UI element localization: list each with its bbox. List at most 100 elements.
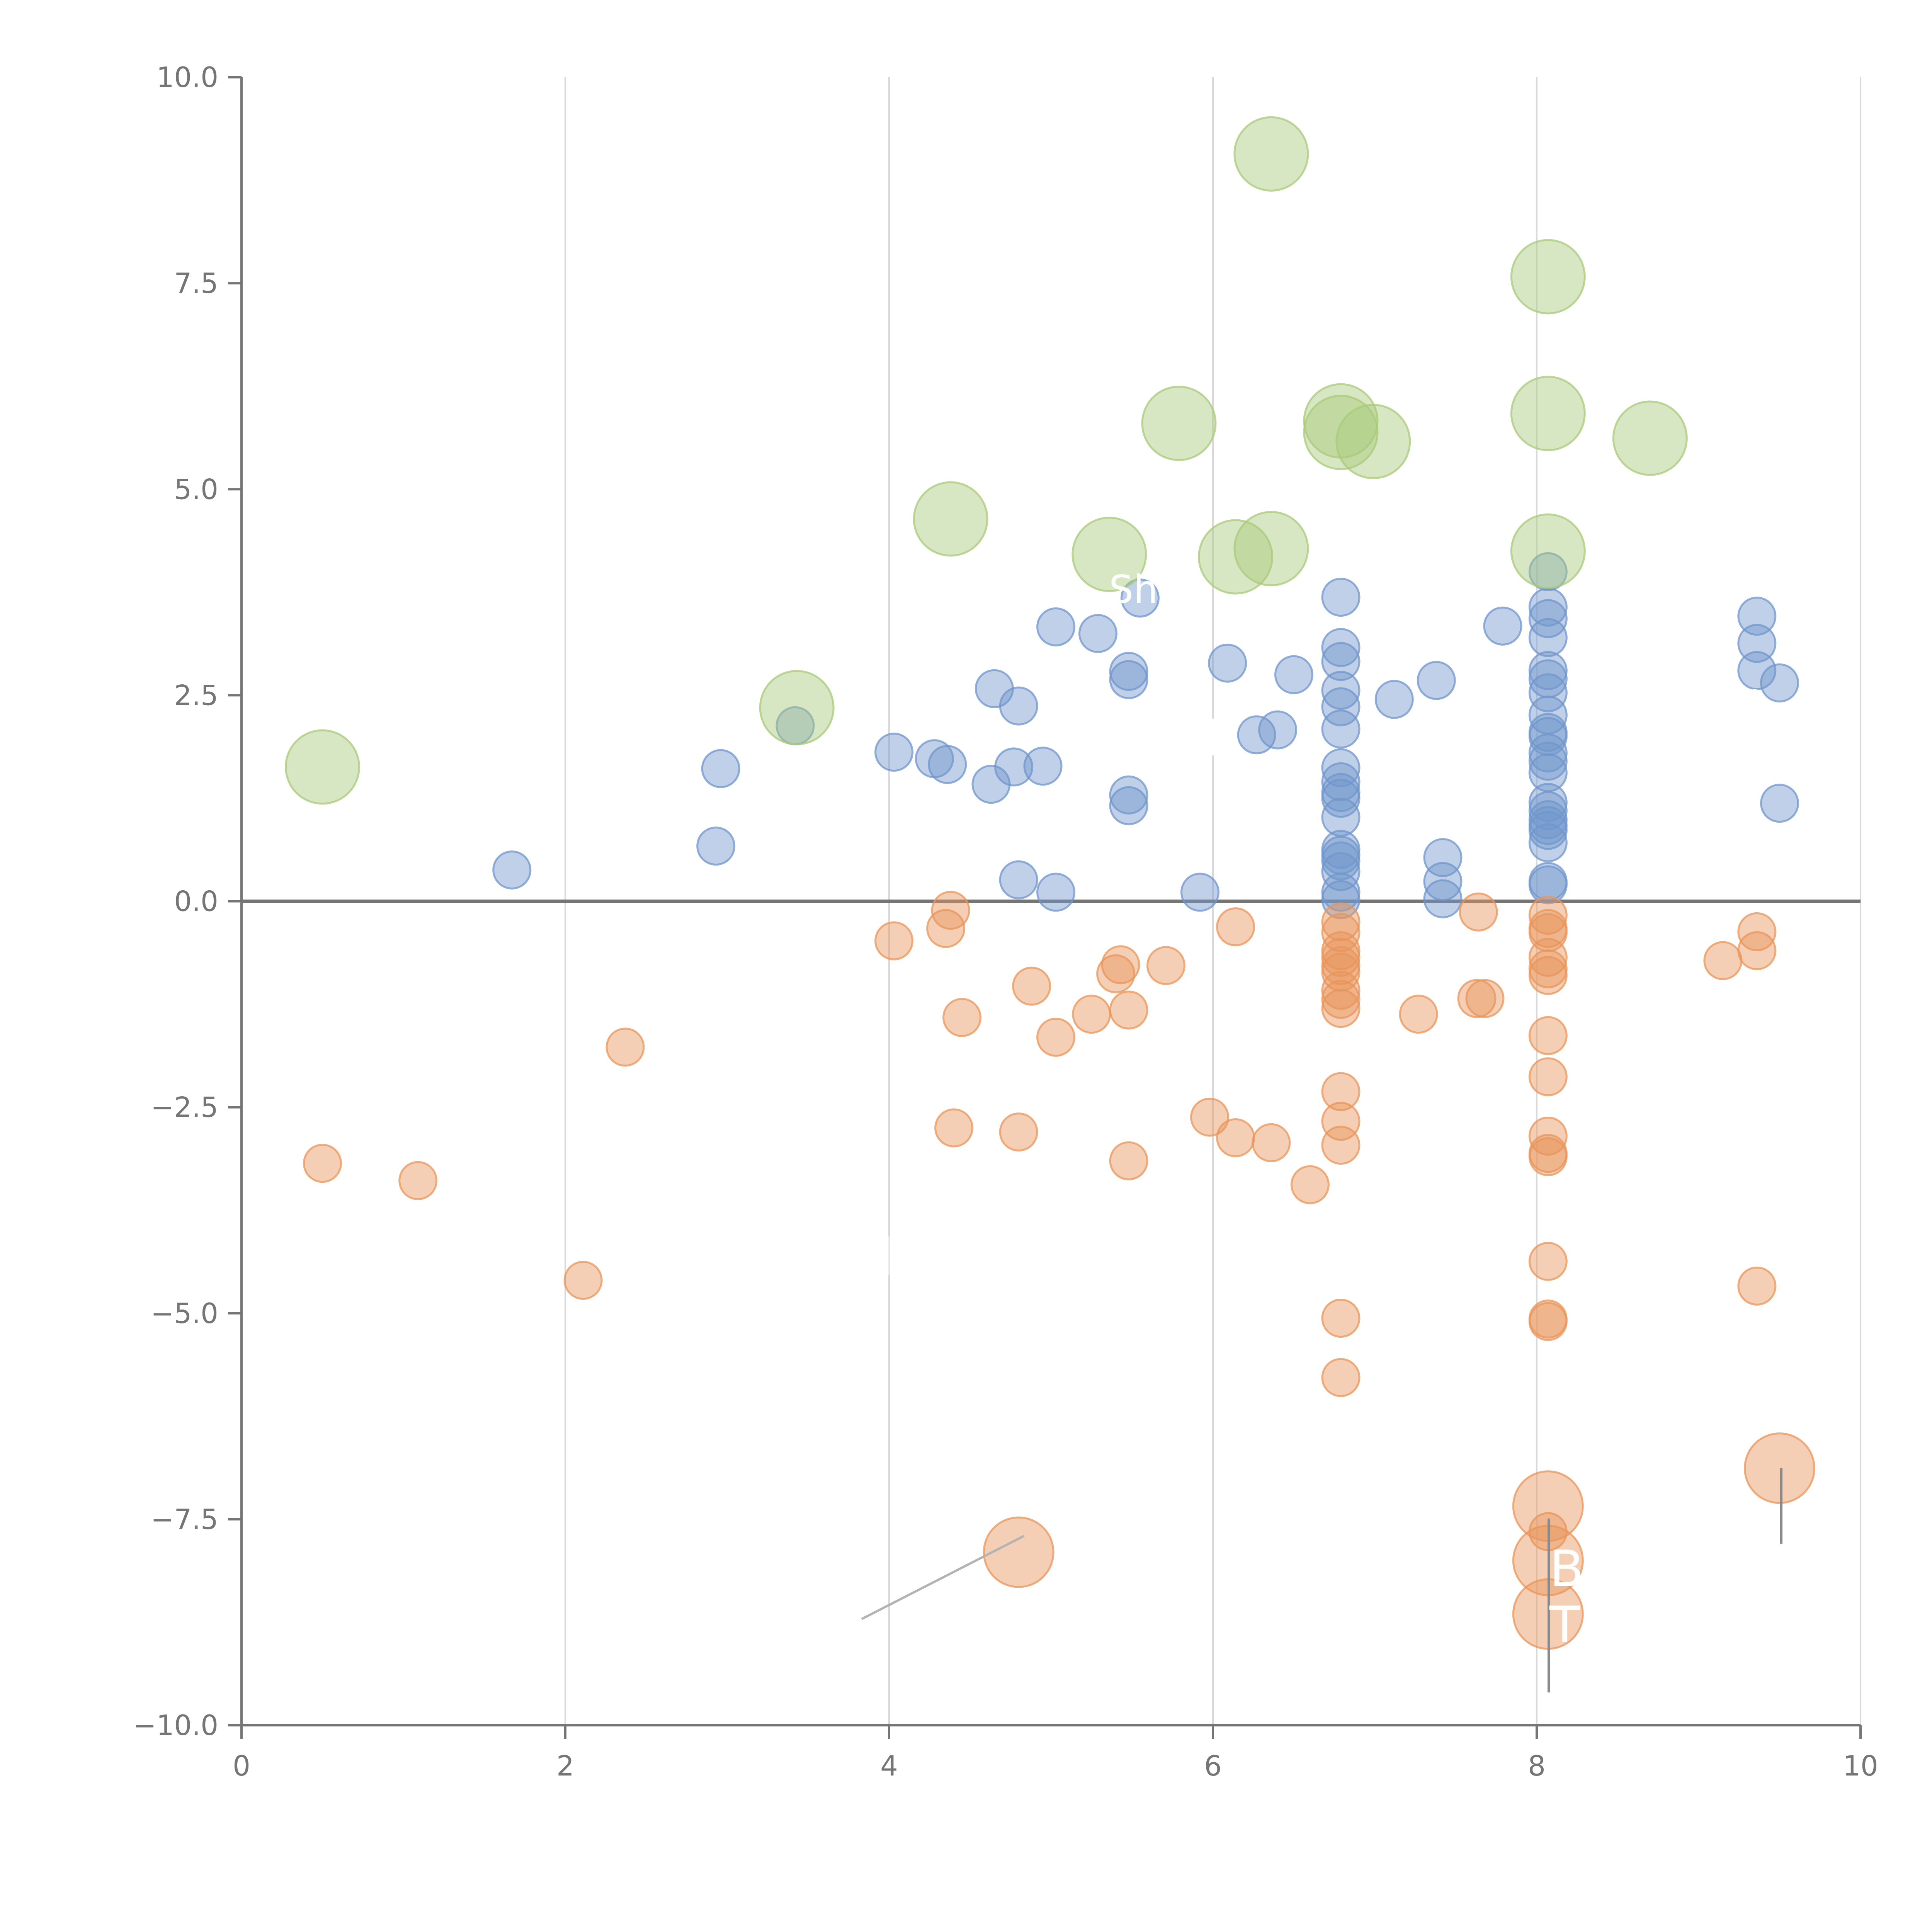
- positive-point: [696, 827, 736, 866]
- x-tick-label: 4: [880, 1750, 898, 1782]
- positive-point: [1109, 652, 1148, 691]
- negative-point: [1528, 1016, 1568, 1055]
- large-positive-point: [1233, 116, 1309, 192]
- positive-point: [1528, 791, 1568, 830]
- negative-point: [1036, 1017, 1076, 1057]
- positive-point: [1274, 655, 1313, 694]
- positive-point: [1737, 624, 1777, 663]
- negative-point: [1399, 995, 1438, 1034]
- large-positive-point: [1335, 404, 1411, 480]
- negative-point: [1459, 892, 1498, 932]
- large-positive-point: [1141, 386, 1217, 461]
- x-tick-label: 2: [556, 1750, 574, 1782]
- negative-point: [1109, 1141, 1148, 1180]
- positive-point: [1374, 680, 1414, 719]
- positive-point: [1078, 614, 1118, 653]
- negative-point: [1465, 979, 1505, 1018]
- positive-point: [1321, 687, 1361, 726]
- y-tick-label: −10.0: [133, 1709, 218, 1742]
- negative-point: [1216, 1118, 1255, 1158]
- positive-point: [928, 745, 967, 784]
- positive-point: [1120, 578, 1160, 618]
- negative-point: [874, 921, 914, 961]
- negative-point: [1528, 1057, 1568, 1097]
- positive-point: [1208, 643, 1247, 683]
- positive-point: [1528, 618, 1568, 657]
- y-tick-label: 10.0: [156, 61, 218, 94]
- positive-point: [1417, 661, 1456, 700]
- large-positive-point: [1303, 395, 1379, 470]
- annotation-label: B: [1549, 1539, 1584, 1598]
- negative-point: [942, 998, 982, 1037]
- data-points: [285, 116, 1815, 1650]
- annotation-label: R: [1206, 709, 1240, 767]
- y-tick-label: −7.5: [151, 1503, 218, 1536]
- annotations: B T R A Sh: [861, 567, 1782, 1692]
- tick-labels: 0 2 4 6 8 10 10.0 7.5 5.0 2.5 0.0 −2.5 −5.0 −7.5 −10.0: [133, 61, 1878, 1782]
- negative-point: [1321, 1358, 1361, 1397]
- negative-point: [1321, 1102, 1361, 1141]
- negative-point: [1528, 956, 1568, 995]
- positive-point: [1036, 607, 1076, 646]
- negative-point: [1321, 980, 1361, 1019]
- positive-point: [1528, 823, 1568, 862]
- large-positive-point: [1510, 376, 1586, 451]
- negative-point: [1737, 931, 1777, 970]
- negative-point: [1457, 979, 1497, 1018]
- negative-point: [1528, 896, 1568, 935]
- positive-point: [999, 686, 1038, 726]
- negative-point: [931, 891, 970, 930]
- negative-point: [303, 1144, 342, 1183]
- y-tick-label: 0.0: [174, 885, 218, 918]
- positive-point: [1023, 747, 1063, 786]
- negative-point: [1321, 1126, 1361, 1165]
- negative-point: [1528, 1116, 1568, 1156]
- positive-point: [1321, 841, 1361, 881]
- large-negative-point: [983, 1516, 1054, 1588]
- negative-point: [1290, 1165, 1330, 1204]
- positive-point: [1423, 838, 1463, 877]
- negative-point: [1321, 938, 1361, 977]
- negative-point: [1321, 989, 1361, 1028]
- positive-point: [1528, 733, 1568, 773]
- large-positive-point: [1233, 511, 1309, 587]
- negative-point: [1101, 945, 1140, 985]
- positive-point: [1321, 709, 1361, 749]
- negative-point: [1321, 1299, 1361, 1338]
- positive-point: [1321, 852, 1361, 891]
- negative-point: [999, 1112, 1038, 1152]
- positive-point: [1737, 651, 1777, 690]
- negative-point: [1321, 1072, 1361, 1111]
- y-tick-label: −2.5: [151, 1091, 218, 1124]
- axes: [228, 76, 1862, 1739]
- positive-point: [1528, 865, 1568, 905]
- x-tick-label: 0: [233, 1750, 250, 1782]
- positive-point: [701, 749, 740, 788]
- negative-point: [1321, 902, 1361, 942]
- positive-point: [1258, 710, 1298, 750]
- positive-point: [1321, 578, 1361, 617]
- negative-point: [1528, 1302, 1568, 1341]
- positive-point: [1528, 552, 1568, 591]
- positive-point: [1528, 811, 1568, 850]
- annotation-label: Sh: [1109, 567, 1158, 612]
- negative-point: [1109, 990, 1148, 1030]
- positive-point: [1528, 651, 1568, 690]
- positive-point: [492, 850, 532, 889]
- x-tick-label: 6: [1204, 1750, 1222, 1782]
- annotation-label: T: [1549, 1595, 1580, 1654]
- positive-point: [1321, 880, 1361, 919]
- negative-point: [1737, 1266, 1777, 1306]
- positive-point: [1528, 673, 1568, 713]
- annotation-label: A: [1743, 683, 1767, 723]
- positive-point: [1036, 872, 1076, 912]
- large-positive-point: [1612, 400, 1688, 476]
- x-tick-label: 10: [1843, 1750, 1878, 1782]
- negative-point: [1528, 1137, 1568, 1177]
- large-positive-point: [1510, 513, 1586, 589]
- positive-point: [1109, 775, 1148, 815]
- annotation-leader-line: [861, 1535, 1025, 1620]
- negative-point: [563, 1260, 603, 1300]
- y-tick-label: 7.5: [174, 267, 218, 299]
